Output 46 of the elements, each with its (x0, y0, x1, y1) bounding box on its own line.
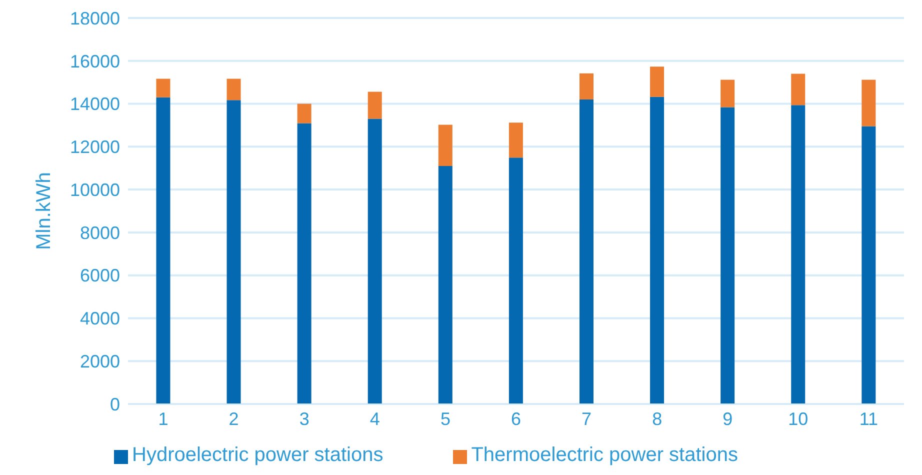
bar (156, 78, 170, 98)
x-tick-label: 3 (299, 408, 310, 429)
x-tick-label: 11 (859, 408, 878, 429)
x-tick-label: 2 (228, 408, 239, 429)
y-tick-label: 0 (110, 394, 120, 414)
bar (156, 97, 170, 404)
bar (650, 96, 664, 404)
x-tick-label: 1 (158, 408, 168, 429)
bar (297, 104, 312, 124)
bar (226, 78, 241, 100)
y-tick-label: 2000 (80, 352, 120, 372)
y-tick-label: 10000 (70, 180, 120, 200)
y-tick-label: 12000 (70, 137, 120, 158)
bar (368, 92, 382, 119)
bar (650, 66, 664, 97)
x-tick-label: 10 (788, 408, 808, 429)
bar (720, 107, 735, 404)
bar (438, 124, 452, 166)
bar (791, 105, 806, 404)
y-axis-title: Mln.kWh (33, 172, 56, 250)
x-tick-label: 5 (440, 408, 450, 429)
x-tick-label: 6 (510, 408, 522, 429)
bar (368, 118, 382, 404)
x-tick-label: 4 (370, 408, 380, 429)
x-tick-label: 7 (582, 408, 592, 429)
y-tick-label: 6000 (80, 266, 120, 286)
bar (862, 126, 876, 404)
legend-label: Thermoelectric power stations (471, 444, 738, 466)
y-tick-label: 18000 (70, 8, 120, 28)
bar (862, 80, 876, 126)
bar (438, 166, 452, 404)
bar (297, 123, 312, 404)
y-tick-label: 4000 (80, 308, 120, 329)
x-tick-label: 8 (652, 408, 662, 429)
bar (508, 158, 523, 404)
bar (791, 74, 806, 106)
legend-label: Hydroelectric power stations (132, 444, 384, 466)
y-tick-label: 8000 (80, 222, 120, 243)
x-tick-label: 9 (722, 408, 733, 429)
y-tick-label: 16000 (70, 51, 120, 72)
bar (579, 73, 594, 100)
bar (508, 122, 523, 158)
bar (226, 100, 241, 404)
bar (720, 80, 735, 108)
bar (579, 99, 594, 404)
y-tick-label: 14000 (70, 94, 120, 114)
